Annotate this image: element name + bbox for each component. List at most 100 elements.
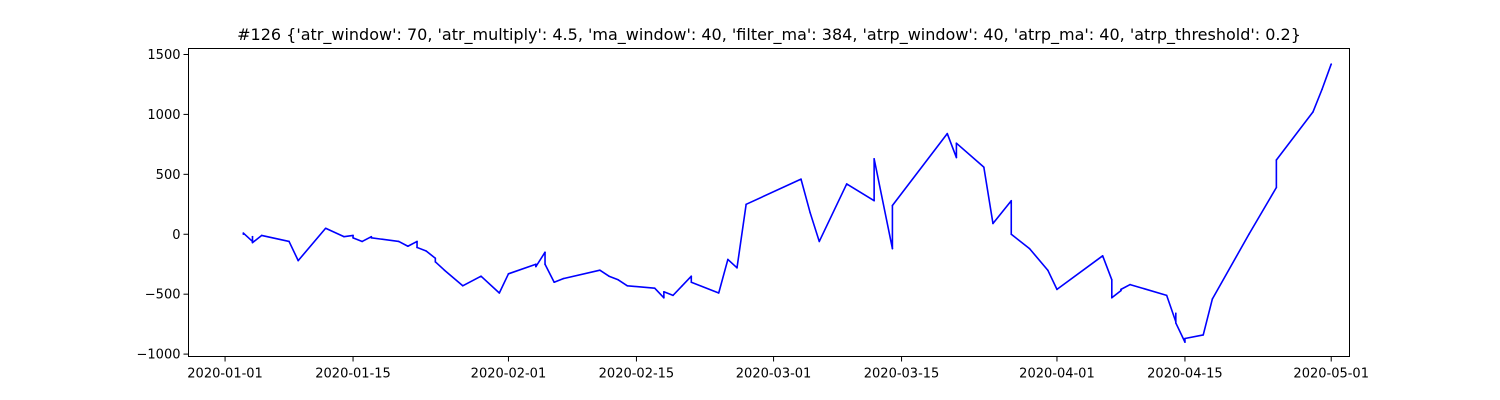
data-point [434,261,437,263]
data-point [498,292,501,294]
data-point [416,246,418,249]
data-point [663,296,665,299]
data-point [681,284,683,287]
data-point [535,263,537,266]
data-point [690,275,693,278]
data-point [443,269,446,272]
data-point [1120,288,1122,291]
series-line [242,63,1332,343]
x-tick-label: 2020-01-15 [315,367,391,382]
data-point [1175,312,1177,315]
data-point [663,290,665,293]
data-point [800,178,802,180]
data-point [873,199,875,202]
data-point [955,156,958,159]
data-point [535,265,537,268]
x-tick-label: 2020-05-01 [1293,367,1369,382]
data-point [480,275,482,278]
data-point [251,235,254,238]
data-point [352,237,354,239]
data-point [891,247,894,250]
plot-frame [188,48,1350,357]
data-point [1275,159,1278,161]
data-point [992,222,994,225]
x-tick-label: 2020-02-01 [471,367,547,382]
data-point [297,259,300,262]
x-tick-label: 2020-03-15 [864,367,940,382]
data-point [1028,247,1031,250]
data-point [1165,294,1168,297]
data-point [717,292,720,294]
x-tick-label: 2020-02-15 [599,367,675,382]
data-point [425,250,427,252]
data-point [1010,199,1013,202]
x-tick-label: 2020-01-01 [187,367,263,382]
data-point [361,240,363,243]
data-point [242,233,245,236]
data-point [727,258,729,261]
data-point [672,294,674,297]
data-point [370,235,373,238]
data-point [1111,296,1113,299]
y-axis: −1000 −500 0 500 1000 1500 [137,48,189,363]
data-point [873,157,875,160]
y-tick-label: 1000 [147,108,180,123]
data-point [1111,279,1113,281]
data-point [1175,322,1177,324]
data-point [983,166,985,168]
data-point [1120,289,1122,292]
data-point [736,267,738,269]
x-axis: 2020-01-01 2020-01-15 2020-02-01 2020-02-15… [187,356,1369,382]
data-point [507,273,510,275]
data-point [343,235,345,238]
data-point [955,142,958,144]
y-tick-label: −1000 [137,348,181,363]
data-point [553,281,555,284]
data-point [946,132,949,135]
data-point [690,281,693,284]
data-point [1175,320,1177,323]
data-point [653,287,656,289]
data-point [416,240,418,243]
data-point [599,269,601,272]
data-point [1047,269,1049,272]
data-point [1184,337,1186,340]
plot-area [242,63,1333,343]
data-point [370,237,373,239]
y-tick-label: 500 [156,168,181,183]
data-point [626,284,629,287]
data-point [809,211,811,214]
data-point [324,227,327,230]
data-point [251,241,254,244]
x-tick-label: 2020-04-01 [1019,367,1095,382]
data-point [608,275,610,278]
data-point [397,240,400,243]
y-tick-label: 0 [172,228,180,243]
data-point [1202,334,1205,336]
data-point [818,240,821,243]
data-point [1101,255,1104,257]
data-point [251,240,254,243]
y-tick-label: 1500 [147,48,180,63]
data-point [1010,233,1013,236]
x-tick-label: 2020-04-15 [1147,367,1223,382]
data-point [1312,111,1314,113]
data-point [407,245,409,248]
data-point [1330,63,1333,65]
data-point [352,234,354,237]
data-point [1211,298,1214,300]
data-point [1275,186,1278,189]
y-tick-label: −500 [145,288,181,303]
data-point [544,263,546,266]
data-point [745,203,747,206]
data-point [242,232,245,234]
data-point [260,234,263,237]
data-point [1184,341,1186,343]
chart-title: #126 {'atr_window': 70, 'atr_multiply': … [237,25,1301,45]
data-point [1129,283,1131,286]
data-point [845,183,848,185]
data-point [1248,233,1250,236]
data-point [562,277,565,280]
